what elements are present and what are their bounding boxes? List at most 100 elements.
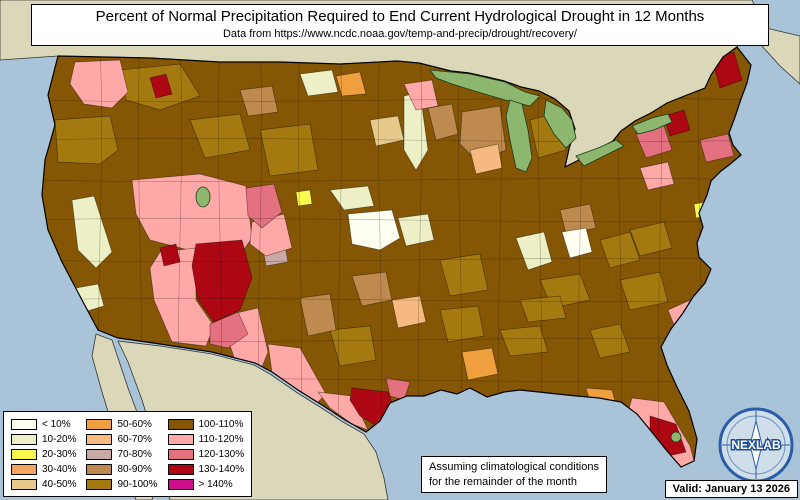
legend-item: 80-90% [86, 462, 157, 476]
climate-division-patch [561, 227, 593, 259]
legend-label: 80-90% [117, 463, 152, 475]
legend-swatch [167, 433, 194, 445]
legend-item: 70-80% [86, 447, 157, 461]
climate-division-patch [159, 243, 181, 267]
legend-label: 10-20% [42, 433, 77, 445]
legend-item: 40-50% [11, 477, 76, 491]
lake-ontario [631, 113, 673, 135]
climate-division-patch [189, 113, 251, 159]
legend-item: 120-130% [167, 447, 245, 461]
climate-division-patch [295, 189, 313, 207]
legend-swatch [86, 463, 113, 475]
legend-item: 100-110% [167, 417, 245, 431]
climate-division-patch [299, 69, 339, 97]
compass-needle-icon [749, 420, 763, 470]
legend-item: 30-40% [11, 462, 76, 476]
assumption-line-2: for the remainder of the month [429, 475, 577, 488]
legend-swatch [167, 448, 194, 460]
legend-item: < 10% [11, 417, 76, 431]
climate-division-patch [259, 123, 319, 177]
legend-item: > 140% [167, 477, 245, 491]
climate-division-patch [663, 109, 691, 137]
legend-label: < 10% [42, 418, 71, 430]
legend-label: 70-80% [117, 448, 152, 460]
lake-michigan [505, 99, 533, 173]
climate-division-patch [317, 391, 369, 431]
valid-date-badge: Valid: January 13 2026 [664, 480, 798, 498]
map-title: Percent of Normal Precipitation Required… [95, 8, 705, 25]
climate-division-patch [439, 253, 489, 297]
legend-label: 130-140% [198, 463, 245, 475]
legend-swatch [167, 463, 194, 475]
legend-swatch [167, 478, 194, 490]
climate-division-patch [149, 73, 173, 99]
legend-label: 20-30% [42, 448, 77, 460]
legend-item: 10-20% [11, 432, 76, 446]
climate-division-patch [335, 71, 367, 97]
map-data-source: Data from https://www.ncdc.noaa.gov/temp… [222, 28, 577, 40]
legend-swatch [86, 418, 113, 430]
climate-division-patch [519, 295, 567, 323]
legend-item: 50-60% [86, 417, 157, 431]
legend-label: 100-110% [198, 418, 244, 430]
climate-division-patch [245, 183, 283, 229]
legend: < 10% 10-20% 20-30% 30-40% 40-50% 50-60%… [3, 411, 253, 497]
assumption-line-1: Assuming climatological conditions [429, 461, 599, 474]
legend-swatch [167, 418, 194, 430]
climate-division-patch [699, 133, 735, 163]
climate-division-patch [589, 323, 631, 359]
great-lakes [195, 69, 682, 443]
legend-label: 40-50% [42, 478, 77, 490]
legend-label: 120-130% [198, 448, 245, 460]
legend-label: > 140% [198, 478, 233, 490]
map-title-box: Percent of Normal Precipitation Required… [31, 4, 769, 46]
legend-label: 110-120% [198, 433, 244, 445]
legend-swatch [86, 433, 113, 445]
climate-division-patch [329, 185, 375, 211]
legend-item: 60-70% [86, 432, 157, 446]
assumption-note: Assuming climatological conditions for t… [421, 456, 607, 493]
lake-okeechobee [670, 431, 682, 443]
climate-division-patch [191, 239, 253, 323]
legend-swatch [86, 478, 113, 490]
legend-item: 90-100% [86, 477, 158, 491]
lake-huron [543, 99, 577, 149]
climate-division-patch [54, 115, 119, 165]
climate-division-patch [639, 161, 675, 191]
climate-division-patch [619, 271, 669, 311]
climate-division-patch [599, 231, 641, 269]
legend-swatch [11, 433, 37, 445]
legend-swatch [11, 418, 37, 430]
climate-division-patch [461, 347, 499, 381]
climate-division-patch [403, 79, 439, 111]
climate-division-patch [239, 85, 279, 117]
legend-label: 60-70% [117, 433, 152, 445]
legend-item: 20-30% [11, 447, 76, 461]
climate-division-patches [54, 51, 743, 467]
climate-division-patch [71, 195, 113, 269]
legend-swatch [11, 448, 37, 460]
legend-item: 110-120% [167, 432, 245, 446]
climate-division-patch [209, 311, 249, 349]
nexlab-logo: NEXLAB [718, 407, 794, 483]
climate-division-patch [559, 203, 597, 235]
climate-division-patch [391, 295, 427, 329]
climate-division-patch [469, 143, 503, 175]
legend-label: 50-60% [117, 418, 152, 430]
climate-division-patch [439, 305, 485, 343]
legend-swatch [86, 448, 113, 460]
climate-division-patch [427, 103, 459, 141]
legend-swatch [11, 463, 37, 475]
climate-division-patch [347, 209, 401, 251]
lake-erie [575, 139, 625, 167]
climate-division-patch [299, 293, 337, 337]
logo-text: NEXLAB [731, 438, 781, 452]
climate-division-patch [69, 59, 129, 109]
climate-division-patch [629, 221, 673, 257]
legend-item: 130-140% [167, 462, 245, 476]
climate-division-patch [397, 213, 435, 247]
legend-label: 90-100% [117, 478, 158, 490]
climate-division-patch [329, 325, 377, 367]
